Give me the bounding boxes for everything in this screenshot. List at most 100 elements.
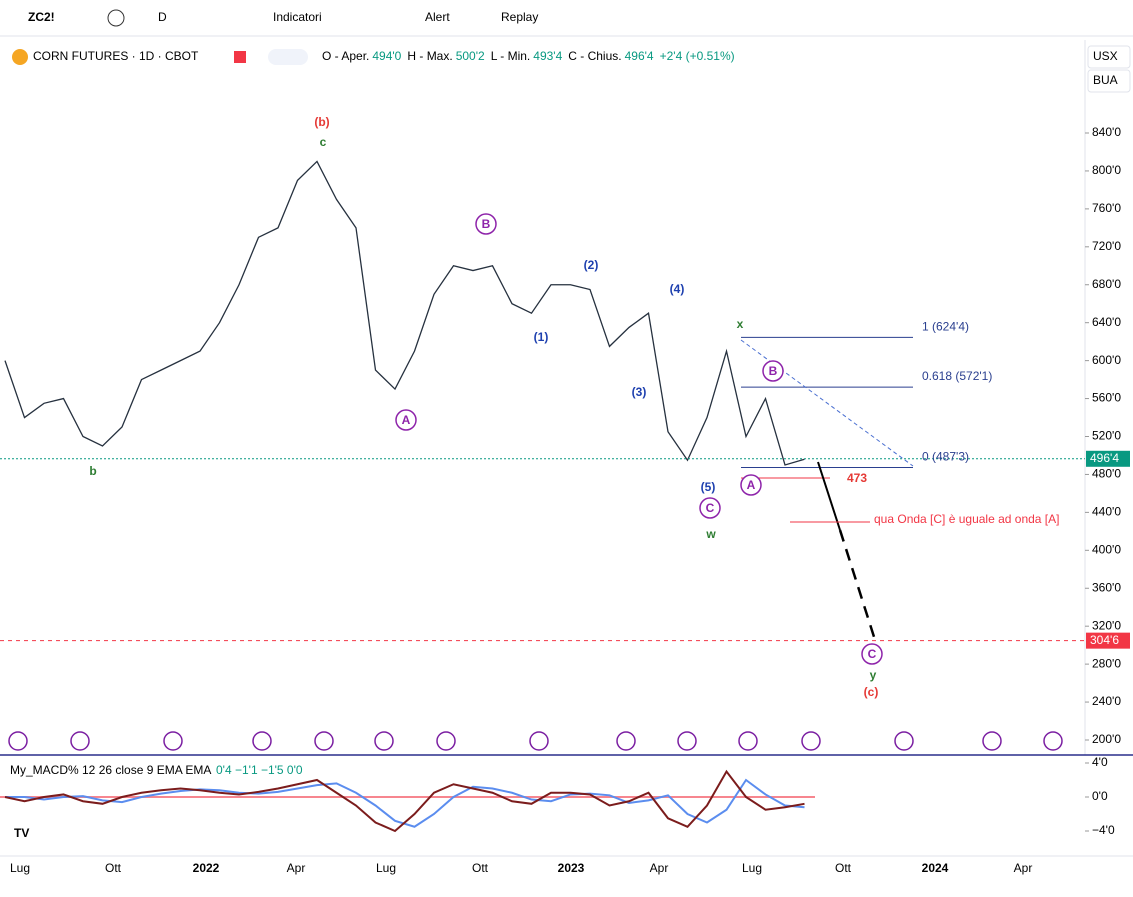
fib-label: 1 (624'4): [922, 320, 969, 334]
price-badge-label: 496'4: [1090, 451, 1119, 465]
ohlc-value: 500'2: [456, 49, 485, 63]
time-label: Apr: [1014, 861, 1033, 875]
price-badge-label: 304'6: [1090, 633, 1119, 647]
fib-label: 0.618 (572'1): [922, 369, 992, 383]
instrument-name: CORN FUTURES · 1D · CBOT: [33, 49, 199, 63]
event-icon[interactable]: [982, 731, 1002, 751]
price-tick-label: 440'0: [1092, 505, 1121, 519]
symbol-icon: [12, 49, 28, 65]
wave-label: A: [747, 478, 756, 492]
fib-label: 0 (487'3): [922, 450, 969, 464]
price-tick-label: 560'0: [1092, 391, 1121, 405]
event-icon[interactable]: [314, 731, 334, 751]
price-tick-label: 760'0: [1092, 201, 1121, 215]
scale-button[interactable]: [1087, 69, 1131, 93]
time-label: 2023: [558, 861, 585, 875]
wave-label: b: [89, 464, 96, 478]
wave-label: (1): [534, 330, 549, 344]
price-tick-label: 840'0: [1092, 125, 1121, 139]
macd-legend-values: 0'4 −1'1 −1'5 0'0: [216, 763, 303, 777]
wave-label: B: [769, 364, 778, 378]
wave-label: c: [320, 135, 327, 149]
badge: [268, 49, 308, 65]
ohlc-value: 494'0: [372, 49, 401, 63]
wave-circle: [475, 213, 497, 235]
event-icon[interactable]: [894, 731, 914, 751]
time-label: 2024: [922, 861, 949, 875]
macd-legend: My_MACD% 12 26 close 9 EMA EMA: [10, 763, 211, 777]
time-label: Ott: [835, 861, 852, 875]
price-badge: [1086, 632, 1130, 649]
event-icon[interactable]: [529, 731, 549, 751]
time-label: Apr: [287, 861, 306, 875]
add-symbol[interactable]: [107, 9, 125, 27]
wave-circle: [762, 360, 784, 382]
price-tick-label: 800'0: [1092, 163, 1121, 177]
projection-dashed: [838, 529, 877, 641]
event-icon[interactable]: [8, 731, 28, 751]
replay[interactable]: Replay: [501, 10, 538, 24]
scale-button[interactable]: [1087, 45, 1131, 69]
logo: TV: [14, 826, 29, 840]
time-label: Lug: [742, 861, 762, 875]
wave-label: (3): [632, 385, 647, 399]
macd-line: [5, 778, 805, 828]
price-tick-label: 640'0: [1092, 315, 1121, 329]
time-label: 2022: [193, 861, 220, 875]
price-badge: [1086, 450, 1130, 467]
price-tick-label: 400'0: [1092, 542, 1121, 556]
wave-label: C: [868, 647, 877, 661]
macd-tick-label: −4'0: [1092, 823, 1115, 837]
price-tick-label: 680'0: [1092, 277, 1121, 291]
event-icon[interactable]: [70, 731, 90, 751]
toolbar: [0, 0, 1133, 36]
event-icon[interactable]: [801, 731, 821, 751]
wave-label: w: [705, 527, 716, 541]
scale-button-label: USX: [1093, 49, 1118, 63]
event-icon[interactable]: [163, 731, 183, 751]
event-icon[interactable]: [374, 731, 394, 751]
wave-label: 473: [847, 471, 867, 485]
wave-label: x: [737, 317, 744, 331]
ohlc-label: C - Chius.: [568, 49, 621, 63]
price-tick-label: 200'0: [1092, 732, 1121, 746]
price-tick-label: 240'0: [1092, 694, 1121, 708]
ohlc-label: H - Max.: [407, 49, 452, 63]
price-tick-label: 600'0: [1092, 353, 1121, 367]
time-label: Apr: [650, 861, 669, 875]
time-label: Lug: [10, 861, 30, 875]
alert[interactable]: Alert: [425, 10, 450, 24]
wave-label: A: [402, 413, 411, 427]
wave-circle: [699, 497, 721, 519]
event-icon[interactable]: [738, 731, 758, 751]
scale-button-label: BUA: [1093, 73, 1118, 87]
event-icon[interactable]: [1043, 731, 1063, 751]
event-icon[interactable]: [436, 731, 456, 751]
event-icon[interactable]: [252, 731, 272, 751]
price-tick-label: 520'0: [1092, 429, 1121, 443]
annotation: qua Onda [C] è uguale ad onda [A]: [874, 512, 1059, 526]
wave-label: (c): [864, 685, 879, 699]
macd-line: [4, 769, 805, 833]
indicators[interactable]: Indicatori: [273, 10, 322, 24]
wave-label: (5): [701, 480, 716, 494]
time-label: Ott: [105, 861, 122, 875]
price-tick-label: 320'0: [1092, 618, 1121, 632]
symbol[interactable]: ZC2!: [28, 10, 55, 24]
wave-circle: [861, 643, 883, 665]
wave-label: B: [482, 217, 491, 231]
time-label: Ott: [472, 861, 489, 875]
wave-label: y: [870, 668, 877, 682]
ohlc-value: 493'4: [533, 49, 562, 63]
event-icon[interactable]: [616, 731, 636, 751]
macd-tick-label: 0'0: [1092, 789, 1108, 803]
projection: [817, 461, 841, 531]
wave-label: (4): [670, 282, 685, 296]
flag: [234, 51, 246, 63]
interval[interactable]: D: [158, 10, 167, 24]
wave-label: C: [706, 501, 715, 515]
wave-circle: [395, 409, 417, 431]
time-label: Lug: [376, 861, 396, 875]
event-icon[interactable]: [677, 731, 697, 751]
